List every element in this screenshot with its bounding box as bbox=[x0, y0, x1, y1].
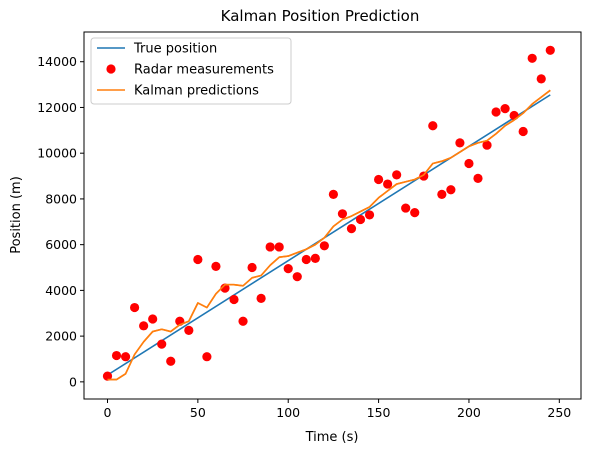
radar-measurement-point bbox=[193, 254, 203, 265]
radar-measurement-point bbox=[346, 224, 357, 234]
radar-measurement-point bbox=[536, 74, 546, 84]
x-tick-label: 200 bbox=[457, 405, 481, 420]
plot-area bbox=[102, 45, 555, 381]
radar-measurement-point bbox=[310, 253, 320, 263]
kalman-predictions-line-top bbox=[107, 89, 551, 381]
radar-measurement-point bbox=[464, 158, 474, 169]
radar-measurement-point bbox=[211, 261, 221, 271]
x-tick-label: 0 bbox=[104, 405, 112, 420]
radar-measurement-point bbox=[265, 242, 275, 252]
radar-measurement-point bbox=[545, 45, 555, 55]
radar-measurement-point bbox=[184, 325, 194, 335]
radar-measurement-point bbox=[446, 185, 456, 195]
radar-measurement-point bbox=[473, 173, 483, 183]
radar-measurement-point bbox=[401, 203, 411, 213]
radar-measurement-point bbox=[509, 110, 519, 121]
y-axis-title: Position (m) bbox=[9, 176, 24, 254]
y-tick-label: 10000 bbox=[37, 146, 77, 161]
legend-swatch-marker bbox=[106, 64, 116, 74]
axis-ticks: 0 50 100 150 200 250 0 2000 4000 6000 8000 10000 120… bbox=[37, 54, 571, 420]
radar-measurement-point bbox=[491, 107, 501, 117]
radar-measurement-point bbox=[283, 264, 293, 274]
radar-measurement-point bbox=[319, 241, 329, 251]
radar-measurement-point bbox=[120, 352, 131, 362]
y-tick-label: 12000 bbox=[37, 100, 77, 115]
radar-measurement-point bbox=[383, 179, 393, 189]
radar-measurement-point bbox=[148, 314, 158, 324]
radar-measurement-point bbox=[410, 208, 420, 218]
radar-measurement-point bbox=[238, 316, 248, 326]
radar-measurement-point bbox=[364, 210, 375, 220]
radar-measurement-point bbox=[527, 53, 537, 63]
radar-measurement-point bbox=[482, 140, 492, 150]
y-tick-label: 8000 bbox=[45, 191, 77, 206]
legend: True position Radar measurements Kalman pr… bbox=[90, 37, 292, 105]
x-tick-label: 250 bbox=[547, 405, 571, 420]
legend-label: Kalman predictions bbox=[134, 84, 259, 99]
legend-label: Radar measurements bbox=[134, 63, 274, 78]
plot-frame bbox=[83, 31, 582, 400]
y-tick-label: 0 bbox=[69, 374, 77, 389]
radar-measurement-point bbox=[373, 174, 384, 185]
radar-measurement-point bbox=[256, 293, 266, 303]
legend-box bbox=[90, 37, 292, 105]
radar-measurement-point bbox=[229, 294, 239, 305]
true-position-line bbox=[107, 94, 551, 376]
radar-measurement-point bbox=[428, 121, 438, 131]
radar-measurement-point bbox=[419, 171, 429, 181]
radar-measurement-point bbox=[518, 126, 528, 137]
radar-measurement-point bbox=[139, 321, 149, 331]
radar-measurement-point bbox=[202, 352, 212, 362]
radar-measurement-point bbox=[328, 189, 338, 199]
y-tick-label: 6000 bbox=[45, 237, 77, 252]
radar-measurement-point bbox=[301, 254, 311, 265]
radar-measurement-point bbox=[274, 242, 284, 252]
radar-measurement-point bbox=[455, 138, 465, 148]
y-tick-label: 2000 bbox=[45, 329, 77, 344]
radar-measurement-point bbox=[111, 350, 122, 361]
legend-label: True position bbox=[133, 42, 217, 57]
radar-measurement-point bbox=[337, 209, 348, 219]
radar-measurement-point bbox=[166, 356, 176, 366]
radar-measurement-point bbox=[157, 339, 167, 349]
radar-measurement-point bbox=[437, 189, 447, 199]
x-tick-label: 50 bbox=[190, 405, 206, 420]
x-axis-title: Time (s) bbox=[305, 430, 359, 445]
radar-measurement-point bbox=[392, 170, 402, 180]
radar-measurement-point bbox=[130, 302, 140, 313]
radar-measurement-point bbox=[102, 371, 113, 381]
radar-measurement-point bbox=[220, 283, 230, 293]
radar-measurement-point bbox=[500, 104, 510, 114]
x-tick-label: 150 bbox=[367, 405, 391, 420]
y-tick-label: 4000 bbox=[45, 283, 77, 298]
radar-measurement-point bbox=[292, 272, 302, 282]
y-tick-label: 14000 bbox=[37, 54, 77, 69]
x-tick-label: 100 bbox=[276, 405, 300, 420]
chart-title: Kalman Position Prediction bbox=[221, 7, 420, 25]
radar-measurement-point bbox=[355, 214, 366, 225]
radar-measurement-point bbox=[247, 262, 257, 273]
